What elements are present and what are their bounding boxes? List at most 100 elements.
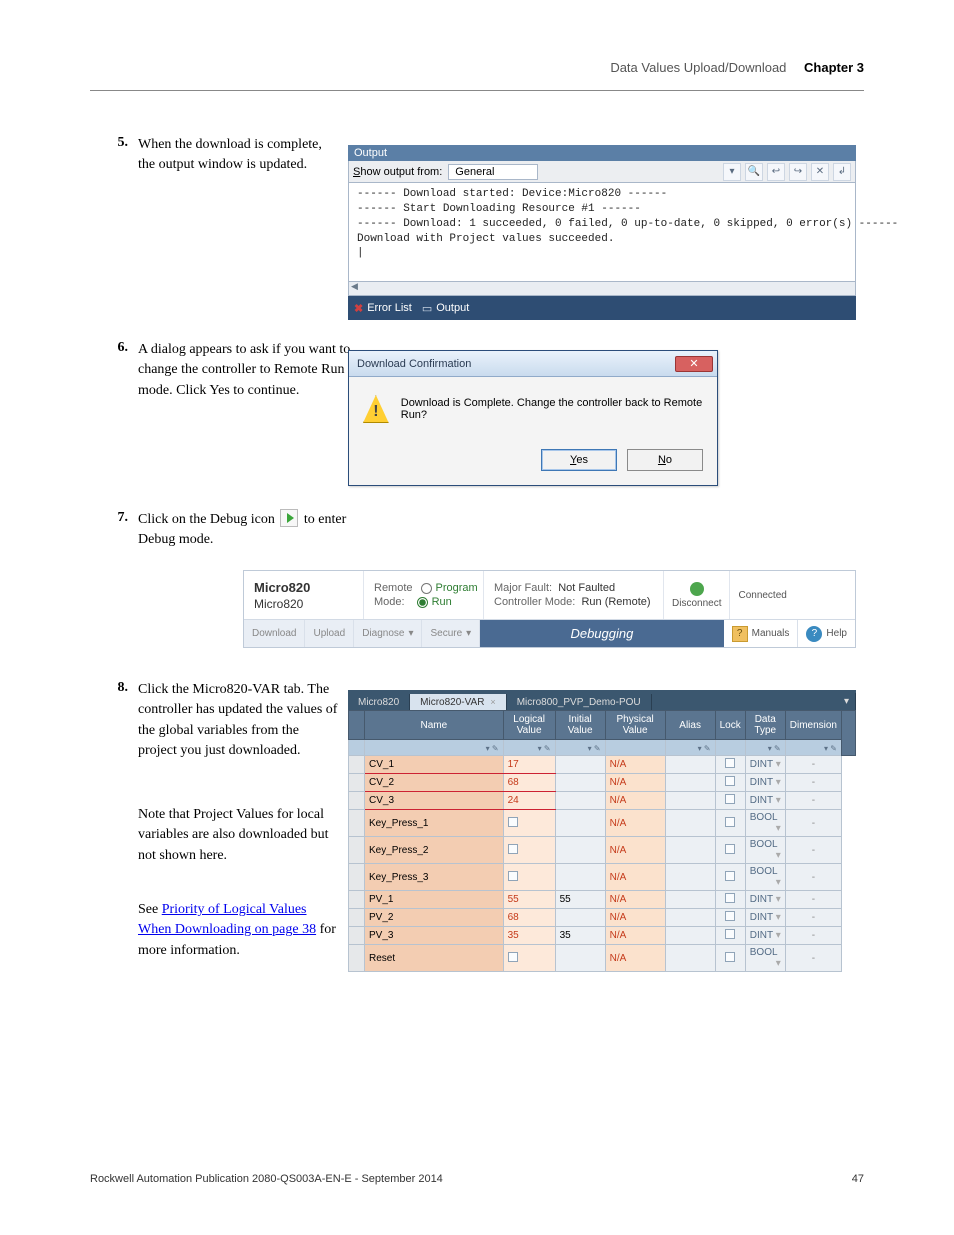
step-number: 6. (100, 340, 128, 356)
table-row[interactable]: CV_117N/ADINT ▾- (349, 756, 856, 774)
table-row[interactable]: CV_324N/ADINT ▾- (349, 792, 856, 810)
col-lock[interactable]: Lock (715, 711, 745, 740)
filter-dimension[interactable]: ▾ ✎ (785, 740, 841, 756)
cell-name: CV_2 (365, 774, 504, 792)
filter-initial[interactable]: ▾ ✎ (555, 740, 605, 756)
toolbar-next-icon[interactable]: ↪ (789, 163, 807, 181)
col-dimension[interactable]: Dimension (785, 711, 841, 740)
cell-alias (665, 909, 715, 927)
table-row[interactable]: CV_268N/ADINT ▾- (349, 774, 856, 792)
cell-alias (665, 792, 715, 810)
output-scrollbar[interactable] (348, 282, 856, 296)
cell-alias (665, 945, 715, 972)
cell-alias (665, 774, 715, 792)
program-radio[interactable] (421, 583, 432, 594)
cell-name: CV_3 (365, 792, 504, 810)
col-physical[interactable]: Physical Value (605, 711, 665, 740)
run-radio[interactable] (417, 597, 428, 608)
filter-name[interactable]: ▾ ✎ (365, 740, 504, 756)
step-number: 8. (100, 680, 128, 696)
cell-name: PV_3 (365, 927, 504, 945)
secure-button[interactable]: Secure ▾ (422, 620, 480, 647)
disconnect-button[interactable]: Disconnect (664, 571, 730, 619)
mode-run-radio[interactable]: Mode: Run (374, 596, 473, 608)
help-button[interactable]: ? Help (798, 620, 855, 647)
step-text: Click the Micro820-VAR tab. The controll… (138, 680, 338, 761)
cell-initial (555, 792, 605, 810)
cell-datatype: DINT ▾ (745, 927, 785, 945)
output-source-combo[interactable]: General (448, 164, 538, 180)
filter-datatype[interactable]: ▾ ✎ (745, 740, 785, 756)
cell-initial (555, 945, 605, 972)
toolbar-wrap-icon[interactable]: ↲ (833, 163, 851, 181)
cell-logical: 68 (503, 774, 555, 792)
priority-link[interactable]: Priority of Logical Values When Download… (138, 902, 316, 937)
tab-pvp-demo[interactable]: Micro800_PVP_Demo-POU (507, 694, 652, 710)
step-5: 5. When the download is complete, the ou… (100, 135, 338, 176)
col-name[interactable]: Name (365, 711, 504, 740)
error-list-tab[interactable]: ✖ Error List (354, 302, 412, 315)
col-initial[interactable]: Initial Value (555, 711, 605, 740)
cell-dimension: - (785, 756, 841, 774)
cell-datatype: BOOL ▾ (745, 945, 785, 972)
step-8: 8. Click the Micro820-VAR tab. The contr… (100, 680, 338, 761)
cell-dimension: - (785, 927, 841, 945)
no-button[interactable]: No (627, 449, 703, 471)
tab-micro820-var[interactable]: Micro820-VAR× (410, 694, 507, 710)
show-output-label: SShow output from:how output from: (353, 166, 442, 178)
section-title: Data Values Upload/Download (610, 60, 786, 75)
step-number: 7. (100, 510, 128, 526)
table-row[interactable]: ResetN/ABOOL ▾- (349, 945, 856, 972)
col-datatype[interactable]: Data Type (745, 711, 785, 740)
manuals-button[interactable]: ? Manuals (724, 620, 799, 647)
cell-lock (715, 864, 745, 891)
plug-icon (690, 582, 704, 596)
output-tab-label: Output (436, 302, 469, 314)
toolbar-dropdown-icon[interactable]: ▾ (723, 163, 741, 181)
toolbar-prev-icon[interactable]: ↩ (767, 163, 785, 181)
output-tab[interactable]: ▭ Output (422, 302, 469, 315)
warning-icon: ! (363, 395, 389, 423)
close-tab-icon[interactable]: × (490, 697, 495, 707)
mode-program-radio[interactable]: Remote Program (374, 582, 473, 594)
cell-datatype: DINT ▾ (745, 756, 785, 774)
cell-datatype: DINT ▾ (745, 792, 785, 810)
help-icon: ? (806, 626, 822, 642)
table-row[interactable]: PV_268N/ADINT ▾- (349, 909, 856, 927)
table-scrollbar[interactable] (842, 711, 856, 756)
output-title: Output (348, 145, 856, 161)
step-6: 6. A dialog appears to ask if you want t… (100, 340, 368, 401)
controller-name: Micro820 (254, 580, 353, 595)
filter-alias[interactable]: ▾ ✎ (665, 740, 715, 756)
table-row[interactable]: PV_33535N/ADINT ▾- (349, 927, 856, 945)
step-8-note-b: See Priority of Logical Values When Down… (138, 900, 338, 961)
toolbar-find-icon[interactable]: 🔍 (745, 163, 763, 181)
variable-table-panel: Micro820 Micro820-VAR× Micro800_PVP_Demo… (348, 690, 856, 972)
tab-menu-icon[interactable]: ▾ (838, 693, 856, 710)
table-row[interactable]: Key_Press_1N/ABOOL ▾- (349, 810, 856, 837)
cell-dimension: - (785, 864, 841, 891)
cell-alias (665, 864, 715, 891)
variable-tabs: Micro820 Micro820-VAR× Micro800_PVP_Demo… (348, 690, 856, 710)
col-logical[interactable]: Logical Value (503, 711, 555, 740)
filter-logical[interactable]: ▾ ✎ (503, 740, 555, 756)
toolbar-clear-icon[interactable]: ✕ (811, 163, 829, 181)
cell-initial: 35 (555, 927, 605, 945)
cell-lock (715, 837, 745, 864)
table-row[interactable]: Key_Press_2N/ABOOL ▾- (349, 837, 856, 864)
diagnose-button[interactable]: Diagnose ▾ (354, 620, 422, 647)
table-row[interactable]: PV_15555N/ADINT ▾- (349, 891, 856, 909)
cell-logical (503, 945, 555, 972)
download-button[interactable]: Download (244, 620, 305, 647)
dialog-buttons: Yes No (349, 441, 717, 485)
yes-button[interactable]: Yes (541, 449, 617, 471)
close-button[interactable]: ✕ (675, 356, 713, 372)
tab-micro820[interactable]: Micro820 (348, 694, 410, 710)
table-row[interactable]: Key_Press_3N/ABOOL ▾- (349, 864, 856, 891)
upload-button[interactable]: Upload (305, 620, 354, 647)
cell-lock (715, 810, 745, 837)
col-alias[interactable]: Alias (665, 711, 715, 740)
cell-initial (555, 756, 605, 774)
cell-logical: 17 (503, 756, 555, 774)
cell-physical: N/A (605, 927, 665, 945)
